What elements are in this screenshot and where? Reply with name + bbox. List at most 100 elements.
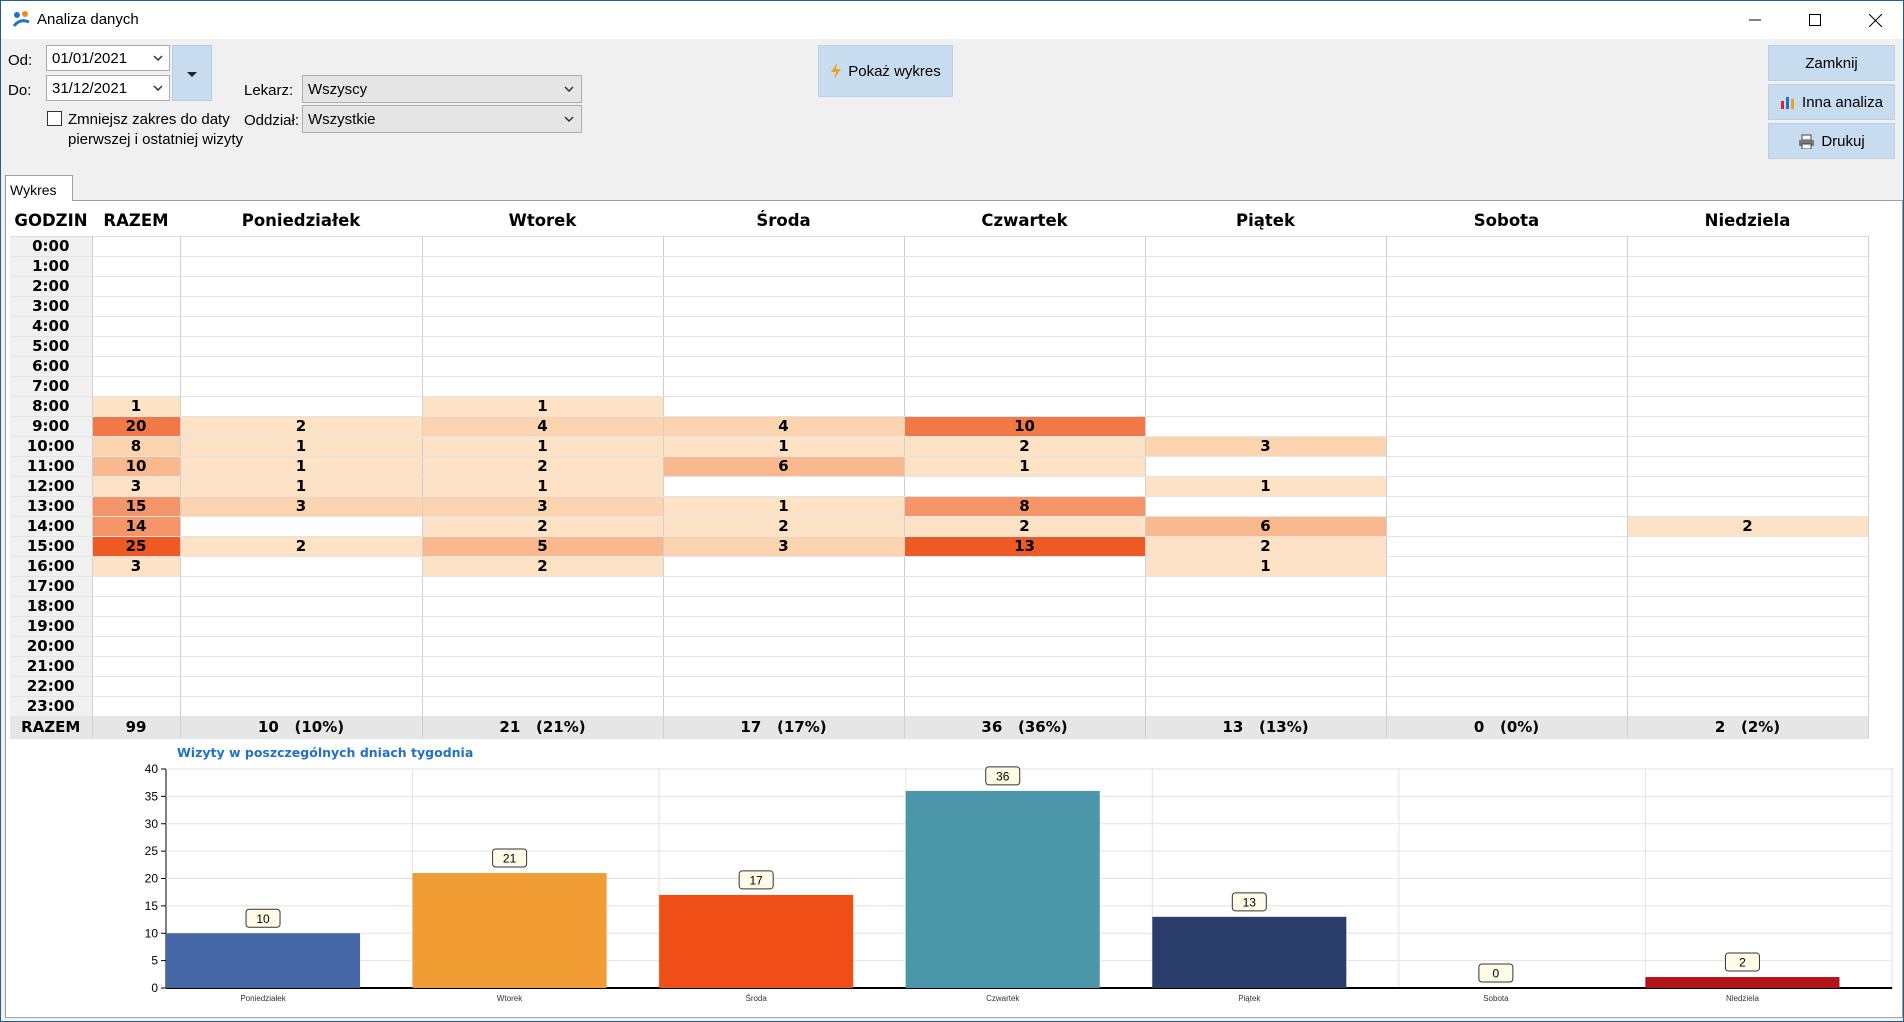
grid-cell: [92, 696, 181, 717]
grid-row: 1:00: [10, 256, 1869, 277]
from-date-picker[interactable]: 01/01/2021: [46, 45, 170, 71]
grid-cell: [1627, 356, 1869, 377]
minimize-button[interactable]: [1727, 1, 1783, 39]
hour-day-grid: GODZIN RAZEM Poniedziałek Wtorek Środa Czwart…: [10, 206, 1869, 739]
tab-wykres[interactable]: Wykres: [5, 175, 73, 201]
department-select-value: Wszystkie: [308, 111, 376, 128]
grid-cell: 2: [1145, 536, 1387, 557]
minimize-icon: [1749, 19, 1761, 21]
maximize-button[interactable]: [1787, 1, 1843, 39]
hour-label: 10:00: [10, 436, 93, 457]
grid-total-cell: 13 (13%): [1145, 716, 1387, 739]
grid-cell: 2: [1627, 516, 1869, 537]
narrow-range-checkbox[interactable]: [47, 111, 62, 126]
grid-cell: [1386, 496, 1628, 517]
grid-cell: [904, 356, 1146, 377]
grid-cell: [180, 676, 423, 697]
grid-cell: [1145, 256, 1387, 277]
grid-cell: 5: [422, 536, 664, 557]
x-tick-label: Piątek: [1238, 994, 1261, 1003]
grid-row: 14:00 14 2 2 2 6 2: [10, 516, 1869, 537]
show-chart-button[interactable]: Pokaż wykres: [818, 45, 953, 97]
title-bar: Analiza danych: [1, 1, 1903, 39]
grid-row: 15:00 25 2 5 3 13 2: [10, 536, 1869, 557]
grid-cell: 1: [663, 436, 905, 457]
x-tick-label: Wtorek: [497, 994, 523, 1003]
grid-cell: 2: [904, 436, 1146, 457]
grid-total-cell: 10 (10%): [180, 716, 423, 739]
chevron-down-icon: [564, 86, 574, 92]
close-window-button[interactable]: [1847, 1, 1903, 39]
grid-cell: [1145, 676, 1387, 697]
grid-header-5: Czwartek: [904, 206, 1145, 237]
grid-cell: [1386, 236, 1628, 257]
grid-cell: [663, 656, 905, 677]
grid-cell: [422, 296, 664, 317]
grid-cell: [1627, 416, 1869, 437]
data-label-box: [985, 766, 1021, 786]
grid-cell: [1145, 356, 1387, 377]
grid-cell: 1: [92, 396, 181, 417]
grid-cell: [1145, 456, 1387, 477]
print-button[interactable]: Drukuj: [1768, 123, 1895, 159]
grid-cell: [1386, 616, 1628, 637]
grid-total-cell: RAZEM: [10, 716, 93, 739]
grid-cell: [1627, 616, 1869, 637]
grid-cell: [1386, 696, 1628, 717]
grid-cell: [663, 636, 905, 657]
grid-cell: [1627, 636, 1869, 657]
grid-total-cell: 36 (36%): [904, 716, 1146, 739]
grid-cell: [1627, 536, 1869, 557]
grid-cell: [92, 576, 181, 597]
department-select[interactable]: Wszystkie: [302, 105, 582, 133]
grid-cell: [422, 276, 664, 297]
grid-cell: [180, 276, 423, 297]
grid-cell: 10: [92, 456, 181, 477]
grid-row: 12:00 3 1 1 1: [10, 476, 1869, 497]
from-date-value: 01/01/2021: [52, 50, 128, 67]
doctor-select[interactable]: Wszyscy: [302, 75, 582, 103]
grid-cell: [1627, 296, 1869, 317]
close-button[interactable]: Zamknij: [1768, 45, 1895, 81]
grid-cell: [663, 256, 905, 277]
grid-row: 9:00 20 2 4 4 10: [10, 416, 1869, 437]
to-date-picker[interactable]: 31/12/2021: [46, 75, 170, 101]
hour-label: 2:00: [10, 276, 93, 297]
other-analysis-button[interactable]: Inna analiza: [1768, 84, 1895, 120]
grid-cell: [663, 596, 905, 617]
grid-cell: [1386, 576, 1628, 597]
department-label: Oddział:: [244, 112, 300, 129]
hour-label: 9:00: [10, 416, 93, 437]
grid-cell: [422, 376, 664, 397]
grid-cell: [180, 576, 423, 597]
chevron-down-icon: [153, 85, 163, 91]
grid-row: 5:00: [10, 336, 1869, 357]
hour-label: 1:00: [10, 256, 93, 277]
grid-cell: [180, 596, 423, 617]
grid-cell: [180, 636, 423, 657]
grid-row: 4:00: [10, 316, 1869, 337]
hour-label: 12:00: [10, 476, 93, 497]
hour-label: 4:00: [10, 316, 93, 337]
data-label: 10: [256, 912, 270, 926]
grid-cell: [1145, 696, 1387, 717]
grid-cell: [1386, 256, 1628, 277]
grid-cell: 2: [180, 416, 423, 437]
grid-cell: 3: [180, 496, 423, 517]
grid-header-7: Sobota: [1386, 206, 1627, 237]
grid-cell: [1627, 336, 1869, 357]
grid-cell: [1627, 276, 1869, 297]
grid-cell: 3: [92, 556, 181, 577]
grid-cell: 1: [422, 436, 664, 457]
grid-cell: [904, 236, 1146, 257]
y-tick-label: 15: [145, 899, 159, 913]
window-title: Analiza danych: [37, 11, 139, 28]
date-range-dropdown-button[interactable]: [172, 45, 212, 101]
grid-cell: [92, 616, 181, 637]
grid-cell: [663, 376, 905, 397]
grid-cell: [422, 696, 664, 717]
grid-cell: [422, 256, 664, 277]
grid-cell: [180, 516, 423, 537]
chevron-down-icon: [153, 55, 163, 61]
grid-cell: [1145, 416, 1387, 437]
